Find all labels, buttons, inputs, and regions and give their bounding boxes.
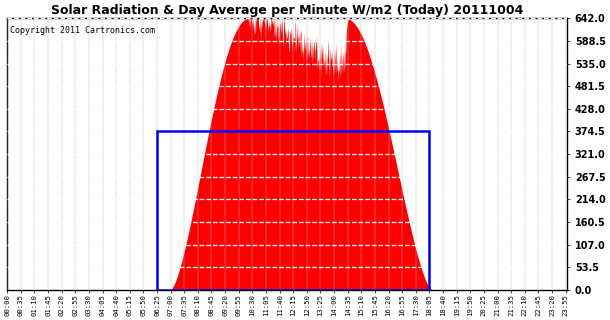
Text: Copyright 2011 Cartronics.com: Copyright 2011 Cartronics.com: [10, 27, 155, 36]
Title: Solar Radiation & Day Average per Minute W/m2 (Today) 20111004: Solar Radiation & Day Average per Minute…: [51, 4, 523, 17]
Bar: [157, 132, 429, 290]
